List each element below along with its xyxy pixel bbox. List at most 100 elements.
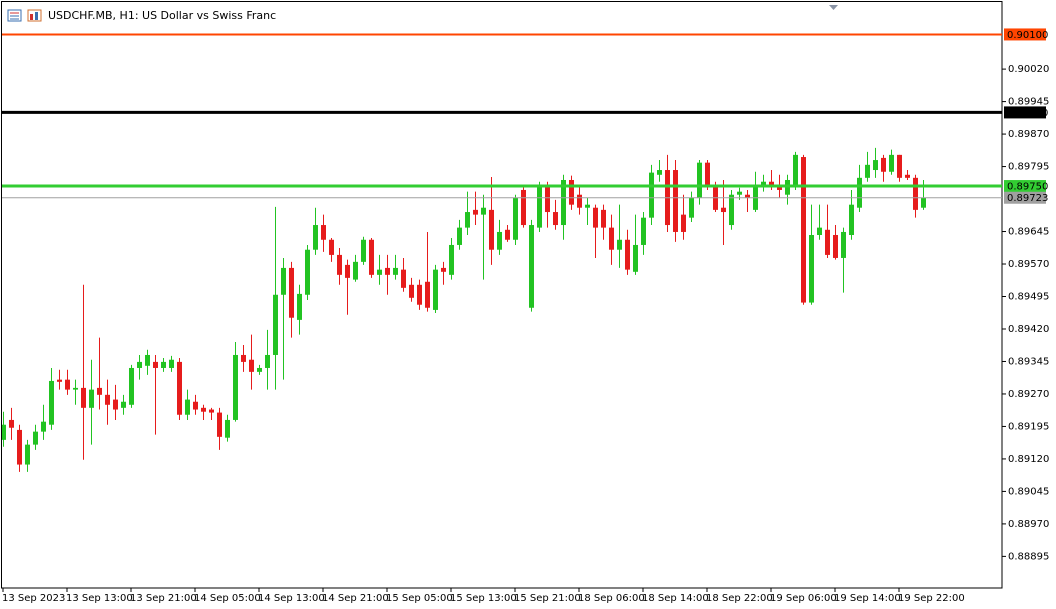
candle-body [537, 184, 542, 228]
candle-body [241, 354, 246, 362]
candle-body [905, 174, 910, 178]
plot-frame [1, 1, 1003, 589]
icon-chart[interactable] [27, 9, 42, 22]
candle-body [297, 293, 302, 320]
candle-body [273, 294, 278, 355]
candle-body [41, 421, 46, 432]
candle-body [385, 267, 390, 275]
candle-body [921, 197, 926, 208]
candle-body [233, 354, 238, 420]
candle-body [657, 170, 662, 175]
candle-body [337, 254, 342, 275]
x-tick-label: 14 Sep 13:00 [258, 593, 325, 604]
x-tick-label: 13 Sep 13:00 [66, 593, 133, 604]
candle-body [441, 267, 446, 272]
icon-bar [30, 14, 33, 20]
level-label: 0.89723 [1007, 193, 1048, 204]
header-icons [7, 9, 42, 22]
candle-body [25, 444, 30, 465]
plot-area [2, 147, 926, 472]
candle-body [161, 361, 166, 368]
candle-body [873, 160, 878, 171]
candle-body [545, 184, 550, 213]
candle-body [897, 154, 902, 178]
candle-body [377, 269, 382, 275]
level-label: 0.90100 [1007, 30, 1048, 41]
candle-body [209, 409, 214, 413]
candle-body [633, 244, 638, 272]
x-tick-label: 19 Sep 22:00 [898, 593, 965, 604]
candle-body [505, 229, 510, 240]
candle-body [217, 412, 222, 437]
candle-body [761, 181, 766, 185]
candle-body [33, 431, 38, 445]
candle-body [481, 207, 486, 215]
candle-body [625, 239, 630, 270]
candle-body [833, 234, 838, 258]
candle-body [305, 249, 310, 295]
y-tick-label: 0.89870 [1008, 129, 1049, 140]
candle-body [393, 267, 398, 275]
y-tick-label: 0.89045 [1008, 486, 1049, 497]
candle-body [521, 189, 526, 226]
candle-body [825, 229, 830, 255]
level-label-box [1004, 180, 1046, 193]
x-tick-label: 14 Sep 05:00 [194, 593, 261, 604]
candle-body [737, 191, 742, 195]
candle-body [881, 157, 886, 172]
candle-body [81, 387, 86, 408]
candle-body [641, 217, 646, 245]
y-tick-label: 0.90020 [1008, 64, 1049, 75]
candle-body [649, 172, 654, 218]
candle-body [689, 197, 694, 218]
candle-body [17, 429, 22, 465]
candle-body [89, 389, 94, 408]
y-tick-label: 0.88895 [1008, 551, 1049, 562]
shift-marker [829, 5, 838, 10]
candle-body [609, 227, 614, 250]
y-tick-label: 0.89945 [1008, 97, 1049, 108]
candle-body [849, 204, 854, 235]
y-tick-label: 0.88970 [1008, 519, 1049, 530]
candle-body [401, 269, 406, 288]
x-tick-label: 15 Sep 13:00 [450, 593, 517, 604]
candle-body [57, 379, 62, 382]
candle-body [249, 359, 254, 372]
candle-body [577, 194, 582, 208]
candle-body [113, 399, 118, 410]
candle-body [425, 281, 430, 308]
candle-body [497, 231, 502, 250]
candle-body [9, 419, 14, 428]
x-tick-label: 13 Sep 21:00 [130, 593, 197, 604]
candle-body [417, 284, 422, 305]
x-tick-label: 13 Sep 2023 [2, 593, 65, 604]
candle-body [913, 177, 918, 210]
x-tick-label: 15 Sep 05:00 [386, 593, 453, 604]
candle-body [553, 212, 558, 226]
candle-body [2, 424, 6, 440]
candle-body [569, 179, 574, 205]
candle-body [361, 239, 366, 262]
candle-body [465, 212, 470, 228]
candle-body [281, 267, 286, 295]
candle-body [513, 197, 518, 240]
candle-body [529, 225, 534, 308]
candle-body [865, 164, 870, 178]
x-tick-label: 19 Sep 06:00 [770, 593, 837, 604]
candle-body [817, 227, 822, 235]
candle-body [225, 419, 230, 438]
candle-body [201, 407, 206, 412]
y-tick-label: 0.89645 [1008, 227, 1049, 238]
x-tick-label: 14 Sep 21:00 [322, 593, 389, 604]
x-tick-label: 19 Sep 14:00 [834, 593, 901, 604]
candle-body [809, 234, 814, 303]
level-label-box [1004, 106, 1046, 119]
candle-body [345, 264, 350, 278]
icon-bar [35, 12, 38, 20]
candle-body [793, 154, 798, 185]
y-tick-label: 0.89195 [1008, 421, 1049, 432]
candle-body [257, 367, 262, 372]
x-tick-label: 18 Sep 22:00 [706, 593, 773, 604]
y-tick-label: 0.89570 [1008, 259, 1049, 270]
candle-body [177, 361, 182, 415]
